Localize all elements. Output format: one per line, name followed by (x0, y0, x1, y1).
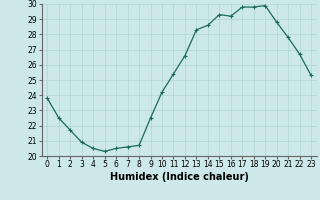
X-axis label: Humidex (Indice chaleur): Humidex (Indice chaleur) (110, 172, 249, 182)
